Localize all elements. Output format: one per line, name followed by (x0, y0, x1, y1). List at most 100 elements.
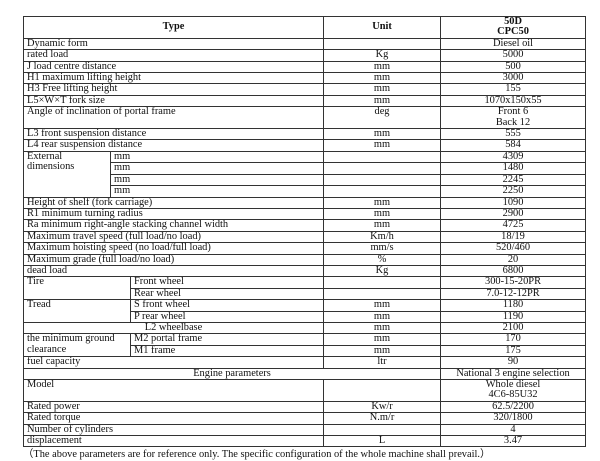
table-row: J load centre distance mm 500 (22, 60, 587, 74)
row-value: National 3 engine selection (440, 367, 587, 381)
row-unit: Kg (323, 49, 442, 62)
table-row: Rated power Kw/r 62.5/2200 (22, 400, 587, 414)
row-unit: Km/h (323, 230, 442, 244)
row-sublabel: mm (109, 150, 325, 164)
row-label: L4 rear suspension distance (22, 139, 325, 152)
row-unit: mm (323, 196, 442, 209)
table-row: rated load Kg 5000 (22, 49, 587, 62)
reference-note: （The above parameters are for reference … (23, 449, 491, 461)
row-unit: mm (323, 321, 442, 335)
type-header: Type (22, 16, 325, 39)
row-unit: mm (323, 94, 442, 108)
row-label: Angle of inclination of portal frame (22, 106, 325, 130)
row-label: Maximum hoisting speed (no load/full loa… (22, 242, 325, 255)
spec-table: Type Unit 50D CPC50 Dynamic form Diesel oi… (22, 16, 587, 448)
row-unit: mm (323, 310, 442, 323)
row-label: J load centre distance (22, 60, 325, 74)
row-unit: mm (323, 72, 442, 85)
row-label: Dynamic form (22, 37, 325, 51)
row-unit (323, 287, 442, 301)
row-label: Model (22, 379, 325, 402)
table-row: Maximum grade (full load/no load)% 20 (22, 253, 587, 266)
table-row: Tire Front wheel 300-15-20PR (23, 276, 587, 301)
row-unit (323, 423, 442, 437)
row-unit: mm (323, 299, 442, 312)
row-value: 300-15-20PR (440, 276, 587, 289)
row-label: fuel capacity (22, 356, 325, 369)
row-sublabel: P rear wheel (129, 310, 325, 323)
row-unit: mm (323, 128, 442, 141)
row-sublabel: S front wheel (129, 299, 325, 312)
engine-params-heading: Engine parameters (22, 367, 442, 381)
row-unit: mm (323, 219, 442, 232)
table-row: Maximum travel speed (full load/no load)… (22, 230, 587, 244)
model-line-1: Whole diesel (485, 379, 541, 390)
table-row: External dimensions mm 4309 (23, 150, 587, 198)
row-value: 20 (440, 253, 587, 266)
table-row: P rear wheel mm 1190 (24, 310, 587, 323)
table-row: Maximum hoisting speed (no load/full loa… (22, 242, 587, 255)
row-sublabel: Front wheel (129, 276, 325, 289)
row-value: 62.5/2200 (440, 400, 587, 414)
clearance-label: the minimum ground clearance (23, 333, 131, 358)
row-label: R1 minimum turning radius (22, 207, 325, 221)
row-label: L2 wheelbase (22, 321, 325, 335)
row-value: 1180 (440, 299, 587, 312)
row-label: Maximum travel speed (full load/no load) (22, 230, 325, 244)
row-unit (323, 276, 442, 289)
row-unit (323, 150, 442, 164)
tread-label: Tread (23, 299, 131, 323)
row-value: 4725 (440, 219, 587, 232)
row-unit: N.m/r (323, 412, 442, 425)
unit-header: Unit (323, 16, 442, 39)
row-unit: mm (323, 60, 442, 74)
row-value: 555 (440, 128, 587, 141)
row-sublabel: M1 frame (129, 344, 325, 358)
table-row: R1 minimum turning radius mm 2900 (22, 207, 587, 221)
row-unit: ltr (323, 356, 442, 369)
table-row: displacement L 3.47 (22, 435, 587, 448)
table-row: fuel capacity ltr 90 (22, 356, 587, 369)
row-label: Height of shelf (fork carriage) (22, 196, 325, 209)
table-row: Model Whole diesel 4C6-85U32 (22, 379, 587, 402)
row-value: 5000 (440, 49, 587, 62)
row-label: Maximum grade (full load/no load) (22, 253, 325, 266)
row-unit: mm (323, 344, 442, 358)
row-label: L3 front suspension distance (22, 128, 325, 141)
model-line-2: 4C6-85U32 (488, 389, 538, 401)
table-row: Angle of inclination of portal frame deg F… (22, 106, 587, 130)
external-label: External dimensions (23, 150, 111, 198)
model-name: CPC50 (497, 26, 529, 38)
row-unit: Kw/r (323, 400, 442, 414)
row-label: H3 Free lifting height (22, 83, 325, 96)
row-unit: % (323, 253, 442, 266)
table-row: Ra minimum right-angle stacking channel … (22, 219, 587, 232)
row-value: 2245 (440, 173, 587, 187)
row-unit (323, 185, 442, 198)
row-value: 320/1800 (440, 412, 587, 425)
row-value: Front 6 Back 12 (440, 106, 587, 130)
table-row: H3 Free lifting height mm 155 (22, 83, 587, 96)
model-header: 50D CPC50 (440, 16, 587, 39)
table-row: Tread S front wheel mm 1180 (23, 299, 587, 323)
row-label: displacement (22, 435, 325, 448)
row-value: 170 (440, 333, 587, 346)
model-code: 50D (504, 16, 522, 27)
row-value: 2900 (440, 207, 587, 221)
table-row: L5×W×T fork size mm 1070x150x55 (22, 94, 587, 108)
row-sublabel: mm (109, 162, 325, 175)
row-sublabel: M2 portal frame (129, 333, 325, 346)
row-label: Rated power (22, 400, 325, 414)
row-label: Rated torque (22, 412, 325, 425)
row-value: 1190 (440, 310, 587, 323)
header-row: Type Unit 50D CPC50 (22, 16, 587, 39)
row-value: 1090 (440, 196, 587, 209)
row-value: 175 (440, 344, 587, 358)
row-unit: deg (323, 106, 442, 130)
row-unit (323, 37, 442, 51)
front-angle: Front 6 (497, 106, 529, 118)
row-value: 4309 (440, 150, 587, 164)
table-row: Dynamic form Diesel oil (22, 37, 587, 51)
row-sublabel: mm (109, 185, 325, 198)
